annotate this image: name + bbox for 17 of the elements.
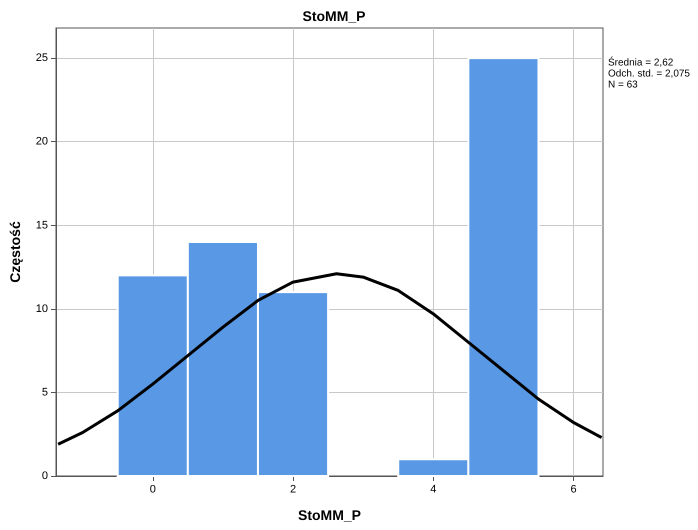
y-tick-label: 10 bbox=[36, 302, 48, 315]
x-tick-label: 4 bbox=[430, 484, 436, 496]
x-tick-label: 6 bbox=[570, 484, 577, 496]
y-tick-label: 15 bbox=[36, 219, 48, 232]
y-tick-label: 0 bbox=[42, 470, 48, 482]
text: Odch. std. = 2,075 bbox=[608, 68, 690, 80]
y-tick-label: 25 bbox=[36, 52, 48, 64]
y-axis-title: Częstość bbox=[7, 221, 23, 283]
x-axis-title: StoMM_P bbox=[298, 507, 361, 523]
y-tick-label: 20 bbox=[36, 136, 48, 148]
text: Średnia = 2,62 bbox=[608, 56, 674, 68]
x-tick-label: 2 bbox=[290, 484, 296, 496]
x-tick-label: 0 bbox=[150, 484, 156, 496]
chart-title: StoMM_P bbox=[302, 8, 366, 24]
y-tick-label: 5 bbox=[42, 386, 48, 398]
text: N = 63 bbox=[608, 80, 638, 90]
line-series bbox=[56, 272, 604, 446]
